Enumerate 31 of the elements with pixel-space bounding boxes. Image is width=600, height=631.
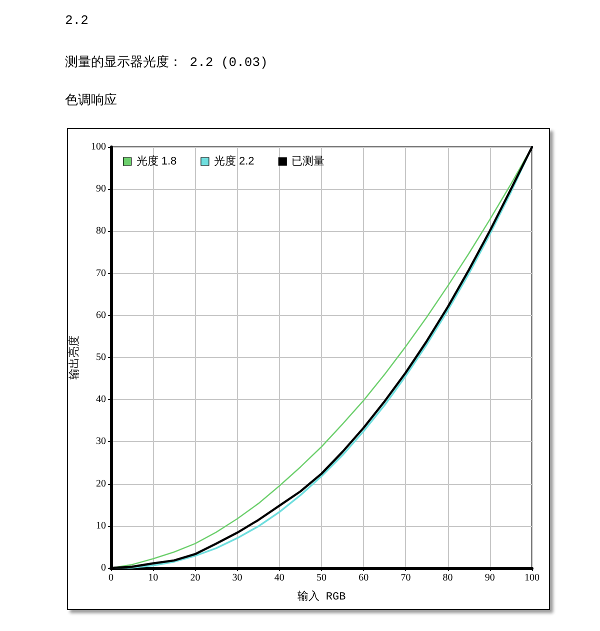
legend-label: 光度 2.2 (214, 154, 254, 168)
y-tick-label: 10 (96, 520, 106, 532)
x-tick-label: 10 (148, 572, 158, 584)
y-tick-label: 60 (96, 310, 106, 321)
y-tick-label: 80 (96, 226, 106, 237)
x-tick-label: 90 (484, 572, 495, 584)
x-axis-title: 输入 RGB (297, 590, 346, 604)
x-tick-label: 0 (108, 572, 114, 584)
legend-label: 光度 1.8 (136, 154, 177, 168)
y-tick-label: 30 (96, 436, 106, 448)
x-tick-label: 40 (274, 572, 284, 584)
x-tick-label: 60 (358, 572, 369, 584)
x-tick-label: 70 (400, 572, 411, 584)
text: 2.2 (65, 12, 88, 29)
y-tick-label: 0 (101, 562, 106, 574)
x-tick-label: 30 (232, 572, 242, 584)
y-tick-label: 20 (96, 478, 106, 490)
y-tick-label: 40 (96, 394, 106, 406)
y-tick-label: 70 (96, 268, 106, 279)
y-tick-label: 100 (91, 142, 106, 152)
y-axis-title: 输出亮度 (68, 336, 82, 380)
legend-label: 已测量 (292, 156, 325, 168)
x-tick-label: 50 (316, 572, 326, 584)
x-tick-label: 100 (524, 572, 540, 584)
chart-title: 色调响应 (65, 92, 117, 109)
text: 测量的显示器光度： 2.2 (0.03) (65, 54, 268, 71)
x-tick-label: 20 (190, 572, 200, 584)
y-tick-label: 50 (96, 352, 106, 363)
y-tick-label: 90 (96, 184, 106, 195)
chart-frame: 输出亮度 输入 RGB 0 10 20 30 40 50 60 70 80 90 100 0 10 20 30 40 50 60 70 80 90 100 光度 1.8 光度 2.2 已测量 (67, 128, 550, 610)
x-tick-label: 80 (442, 572, 453, 584)
